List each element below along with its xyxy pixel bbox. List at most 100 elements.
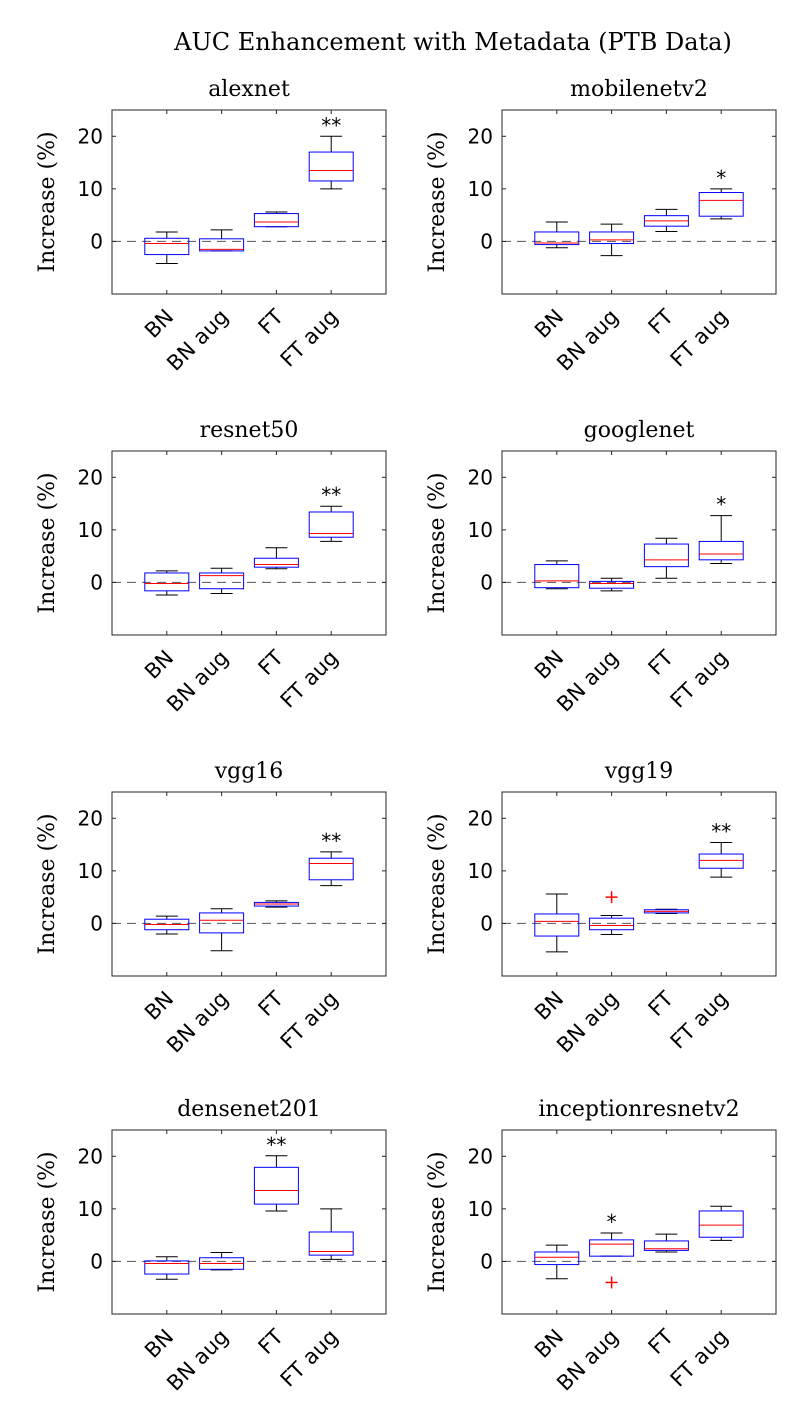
box-BN: BN xyxy=(140,1130,190,1363)
box-BN: BN xyxy=(530,792,580,1025)
y-tick-label: 10 xyxy=(468,518,493,542)
x-tick-label: FT aug xyxy=(666,646,733,713)
iqr-box xyxy=(534,231,580,246)
box-BN: BN xyxy=(140,792,190,1025)
x-tick-label: BN xyxy=(530,987,568,1025)
box-BN aug: BN aug xyxy=(552,792,635,1058)
x-tick-label: BN aug xyxy=(552,987,623,1058)
y-axis-label: Increase (%) xyxy=(425,472,450,613)
y-axis-label: Increase (%) xyxy=(35,1151,60,1292)
box-FT aug: FT aug xyxy=(276,1130,354,1392)
box-BN: BN xyxy=(140,110,190,343)
box-BN aug: * BN aug xyxy=(552,1130,635,1396)
box-FT: FT xyxy=(644,792,689,1021)
y-tick-label: 20 xyxy=(78,806,103,830)
panel-title: vgg19 xyxy=(604,759,674,784)
y-tick-label: 20 xyxy=(78,124,103,148)
box-BN aug: BN aug xyxy=(552,451,635,717)
iqr-box xyxy=(589,231,635,245)
axes-frame xyxy=(501,791,777,977)
y-tick-label: 0 xyxy=(480,1249,493,1273)
x-tick-label: FT xyxy=(644,986,678,1020)
box-FT aug: * FT aug xyxy=(666,110,744,372)
box-FT: ** FT xyxy=(254,1130,299,1359)
iqr-box xyxy=(253,213,299,228)
y-axis-label: Increase (%) xyxy=(35,131,60,272)
x-tick-label: BN aug xyxy=(552,646,623,717)
y-axis-label: Increase (%) xyxy=(35,813,60,954)
panel-title: googlenet xyxy=(584,418,695,443)
significance-marker: ** xyxy=(711,819,731,843)
iqr-box xyxy=(643,1240,689,1251)
x-tick-label: FT aug xyxy=(666,305,733,372)
iqr-box xyxy=(698,192,744,217)
axes-frame xyxy=(501,450,777,636)
axes-frame xyxy=(501,1129,777,1315)
outlier-marker xyxy=(605,1276,618,1289)
axes-frame xyxy=(111,791,387,977)
x-tick-label: BN aug xyxy=(552,1325,623,1396)
y-tick-label: 0 xyxy=(90,229,103,253)
box-BN: BN xyxy=(530,110,580,343)
panel-title: densenet201 xyxy=(177,1097,321,1122)
box-FT aug: ** FT aug xyxy=(276,792,354,1054)
significance-marker: ** xyxy=(266,1133,286,1157)
box-FT: FT xyxy=(254,792,299,1021)
iqr-box xyxy=(534,913,580,937)
y-tick-label: 0 xyxy=(480,570,493,594)
y-tick-label: 0 xyxy=(480,911,493,935)
x-tick-label: BN xyxy=(140,1325,178,1363)
x-tick-label: FT xyxy=(254,986,288,1020)
box-BN aug: BN aug xyxy=(162,110,245,375)
significance-marker: ** xyxy=(321,829,341,853)
x-tick-label: BN xyxy=(530,646,568,684)
iqr-box xyxy=(643,543,689,568)
outlier-marker xyxy=(605,891,618,904)
iqr-box xyxy=(589,1239,635,1257)
box-FT aug: FT aug xyxy=(666,1130,744,1392)
iqr-box xyxy=(589,917,635,931)
y-axis-label: Increase (%) xyxy=(425,813,450,954)
y-tick-label: 10 xyxy=(468,177,493,201)
significance-marker: ** xyxy=(321,113,341,137)
x-tick-label: FT aug xyxy=(276,646,343,713)
iqr-box xyxy=(698,1210,744,1238)
iqr-box xyxy=(144,572,190,592)
box-FT aug: * FT aug xyxy=(666,451,744,713)
axes-frame xyxy=(111,109,387,295)
iqr-box xyxy=(698,540,744,561)
iqr-box xyxy=(589,580,635,589)
y-tick-label: 10 xyxy=(78,859,103,883)
panel-title: inceptionresnetv2 xyxy=(538,1097,739,1122)
x-tick-label: BN aug xyxy=(162,987,233,1058)
box-FT: FT xyxy=(254,110,299,339)
iqr-box xyxy=(308,857,354,881)
x-tick-label: FT aug xyxy=(276,1325,343,1392)
y-tick-label: 0 xyxy=(480,229,493,253)
x-tick-label: BN aug xyxy=(552,305,623,376)
x-tick-label: FT xyxy=(254,645,288,679)
figure-title: AUC Enhancement with Metadata (PTB Data) xyxy=(173,28,732,56)
box-FT: FT xyxy=(254,451,299,680)
y-tick-label: 10 xyxy=(78,177,103,201)
box-FT: FT xyxy=(644,1130,689,1359)
box-FT: FT xyxy=(644,110,689,339)
y-axis-label: Increase (%) xyxy=(425,131,450,272)
x-tick-label: BN xyxy=(140,987,178,1025)
y-tick-label: 20 xyxy=(468,124,493,148)
axes-frame xyxy=(501,109,777,295)
iqr-box xyxy=(534,564,580,589)
y-tick-label: 10 xyxy=(78,518,103,542)
iqr-box xyxy=(199,238,245,252)
x-tick-label: FT aug xyxy=(276,987,343,1054)
iqr-box xyxy=(253,1166,299,1205)
box-FT: FT xyxy=(644,451,689,680)
x-tick-label: BN xyxy=(530,305,568,343)
iqr-box xyxy=(698,853,744,869)
